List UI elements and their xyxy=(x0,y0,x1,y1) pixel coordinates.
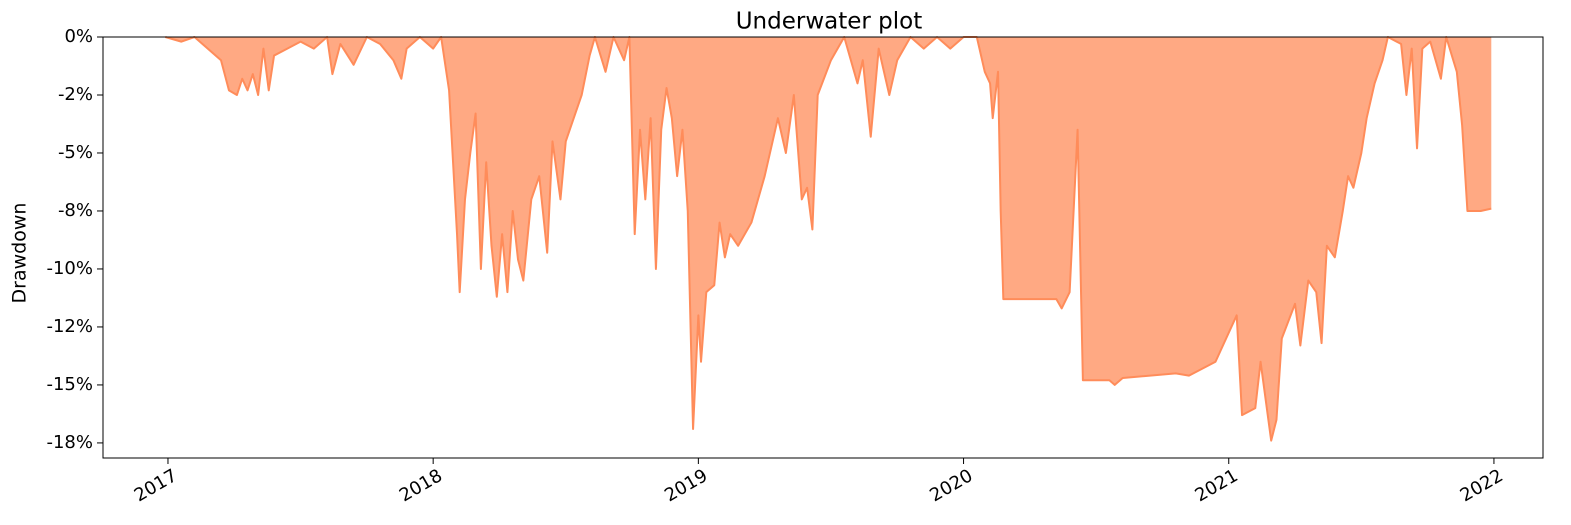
x-tick-label: 2019 xyxy=(661,465,711,506)
chart-title: Underwater plot xyxy=(736,9,923,35)
y-tick-label: 0% xyxy=(64,26,93,47)
y-tick-label: -5% xyxy=(58,142,93,163)
y-tick-label: -15% xyxy=(46,374,93,395)
plot-frame xyxy=(102,36,1544,459)
drawdown-line xyxy=(165,36,1492,442)
x-tick-label: 2017 xyxy=(131,465,181,506)
x-tick-label: 2022 xyxy=(1457,465,1507,506)
drawdown-area xyxy=(165,37,1492,441)
y-tick-label: -12% xyxy=(46,316,93,337)
x-tick-label: 2018 xyxy=(396,465,446,506)
y-tick-label: -18% xyxy=(46,432,93,453)
y-tick-label: -2% xyxy=(58,84,93,105)
x-tick-label: 2021 xyxy=(1191,465,1241,506)
y-tick-label: -10% xyxy=(46,258,93,279)
x-tick-label: 2020 xyxy=(926,465,976,506)
y-tick-label: -8% xyxy=(58,200,93,221)
y-axis-label: Drawdown xyxy=(9,203,31,304)
